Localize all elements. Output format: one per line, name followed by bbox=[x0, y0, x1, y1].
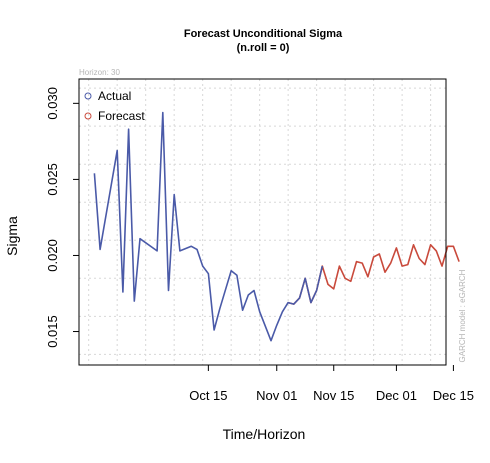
x-tick-label: Oct 15 bbox=[189, 388, 227, 403]
horizon-note: Horizon: 30 bbox=[79, 68, 120, 77]
chart-title: Forecast Unconditional Sigma bbox=[184, 28, 343, 40]
x-tick-label: Nov 15 bbox=[313, 388, 354, 403]
x-tick-label: Dec 15 bbox=[433, 388, 474, 403]
legend-marker-actual bbox=[84, 92, 92, 100]
y-tick-label: 0.030 bbox=[45, 87, 60, 120]
legend-label-actual: Actual bbox=[98, 89, 131, 103]
y-tick-label: 0.020 bbox=[45, 239, 60, 272]
legend: Actual Forecast bbox=[84, 89, 145, 123]
legend-label-forecast: Forecast bbox=[98, 109, 145, 123]
y-axis-label: Sigma bbox=[4, 216, 20, 256]
plot-frame bbox=[78, 78, 447, 366]
series-line-actual bbox=[93, 111, 324, 342]
y-tick-label: 0.015 bbox=[45, 315, 60, 348]
legend-marker-forecast bbox=[84, 112, 92, 120]
chart-subtitle: (n.roll = 0) bbox=[237, 42, 290, 54]
x-axis-label: Time/Horizon bbox=[223, 426, 306, 442]
x-tick-label: Dec 01 bbox=[376, 388, 417, 403]
x-tick-label: Nov 01 bbox=[256, 388, 297, 403]
x-axis: Oct 15 Nov 01 Nov 15 Dec 01 Dec 15 bbox=[189, 365, 474, 403]
model-note: GARCH model : eGARCH bbox=[458, 269, 467, 362]
y-axis: 0.015 0.020 0.025 0.030 bbox=[45, 87, 79, 348]
series-lines bbox=[93, 111, 460, 342]
y-tick-label: 0.025 bbox=[45, 163, 60, 196]
